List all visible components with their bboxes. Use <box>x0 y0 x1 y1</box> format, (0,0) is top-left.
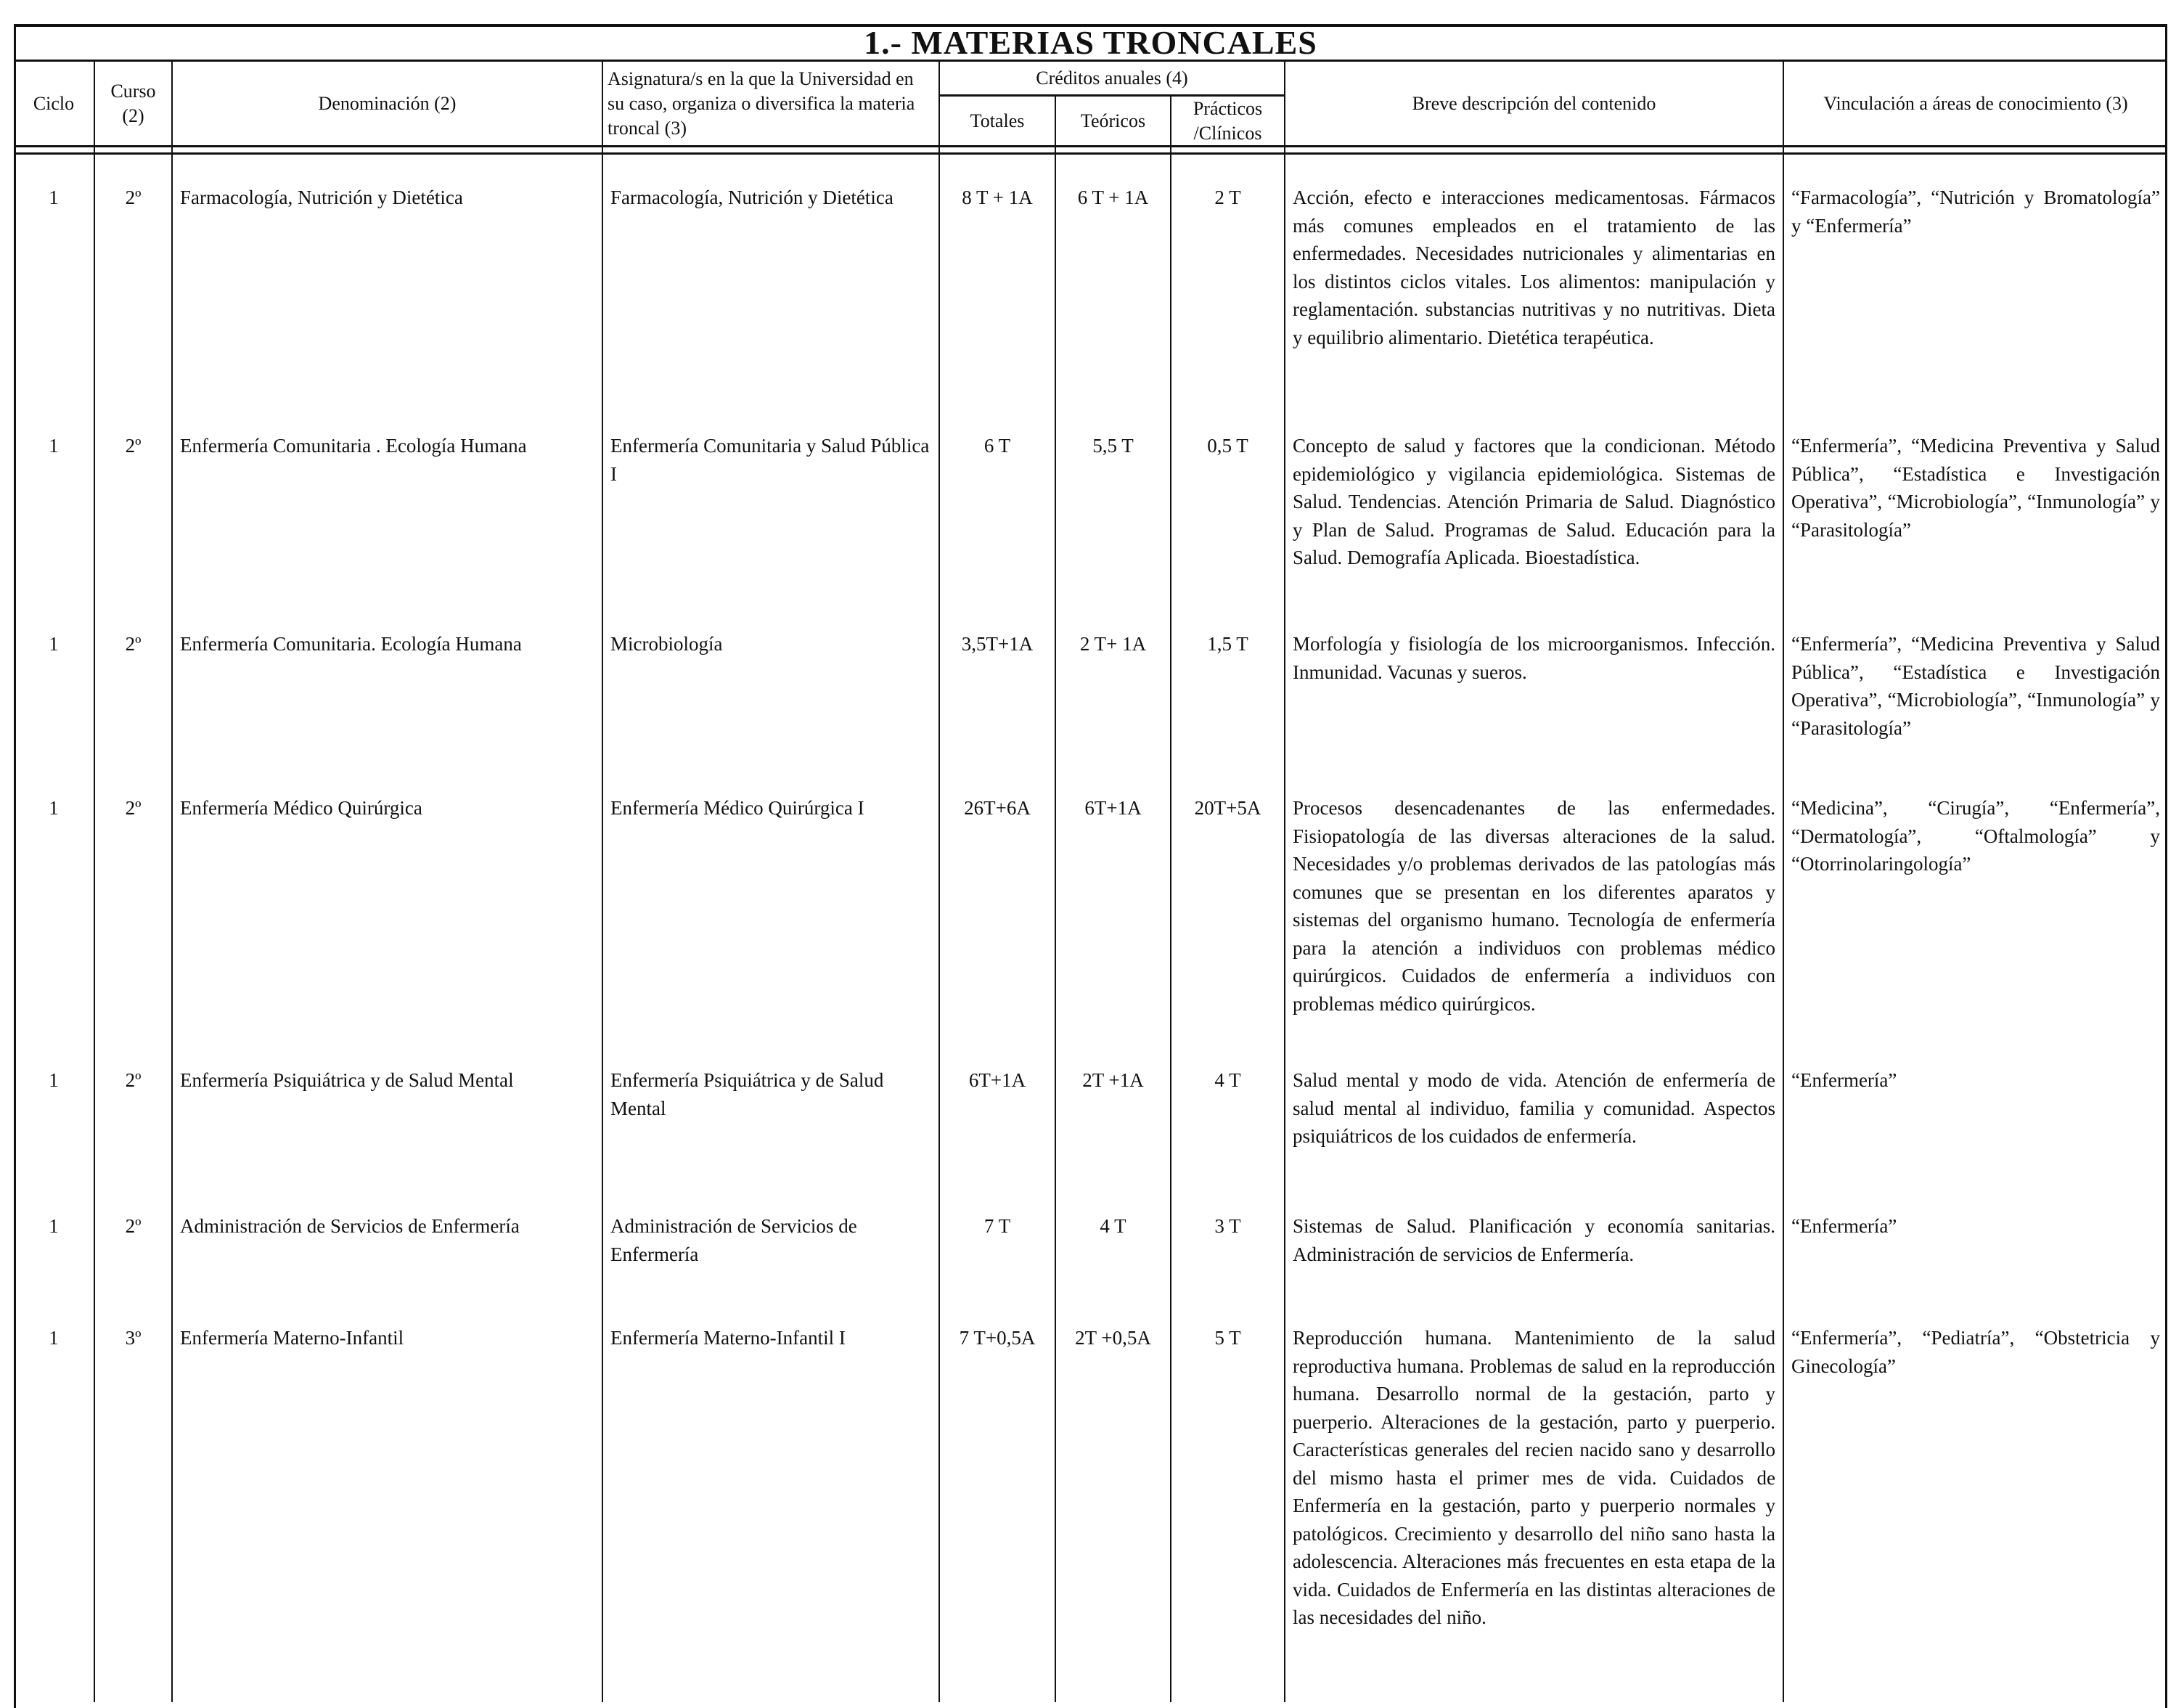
cell-curso: 2º <box>125 187 142 208</box>
creditos-divider <box>938 94 1284 97</box>
header-vinculacion: Vinculación a áreas de conocimiento (3) <box>1823 92 2128 114</box>
cell-totales: 26T+6A <box>964 797 1031 819</box>
cell-practicos: 0,5 T <box>1207 435 1248 457</box>
cell-ciclo: 1 <box>49 1327 59 1349</box>
header-divider <box>14 152 2167 155</box>
cell-totales: 6T+1A <box>968 1069 1026 1091</box>
cell-descripcion: Morfología y fisiología de los microorga… <box>1293 633 1775 683</box>
header-divider <box>14 145 2167 147</box>
cell-curso: 2º <box>125 1069 142 1091</box>
cell-practicos: 20T+5A <box>1194 797 1261 819</box>
cell-asignatura: Microbiología <box>610 633 723 655</box>
cell-teoricos: 4 T <box>1100 1215 1126 1237</box>
cell-practicos: 2 T <box>1214 187 1241 208</box>
cell-asignatura: Enfermería Psiquiátrica y de Salud Menta… <box>610 1069 884 1119</box>
cell-asignatura: Farmacología, Nutrición y Dietética <box>610 187 893 208</box>
cell-denominacion: Enfermería Materno-Infantil <box>180 1327 404 1349</box>
cell-teoricos: 5,5 T <box>1092 435 1134 457</box>
cell-descripcion: Acción, efecto e interacciones medicamen… <box>1293 187 1775 348</box>
cell-curso: 2º <box>125 435 142 457</box>
cell-totales: 3,5T+1A <box>961 633 1034 655</box>
cell-practicos: 1,5 T <box>1207 633 1248 655</box>
cell-totales: 6 T <box>983 435 1011 457</box>
cell-descripcion: Concepto de salud y factores que la cond… <box>1293 435 1775 568</box>
cell-denominacion: Enfermería Psiquiátrica y de Salud Menta… <box>180 1069 514 1091</box>
cell-totales: 8 T + 1A <box>962 187 1033 208</box>
cell-descripcion: Procesos desencadenantes de las enfermed… <box>1293 797 1775 1015</box>
header-practicos: Prácticos /Clínicos <box>1193 97 1263 144</box>
cell-descripcion: Salud mental y modo de vida. Atención de… <box>1293 1069 1775 1147</box>
cell-curso: 2º <box>125 633 142 655</box>
cell-denominacion: Farmacología, Nutrición y Dietética <box>180 187 463 208</box>
cell-ciclo: 1 <box>49 435 59 457</box>
column-divider <box>1284 62 1285 1702</box>
cell-curso: 2º <box>125 1215 142 1237</box>
cell-practicos: 3 T <box>1214 1215 1241 1237</box>
cell-teoricos: 2 T+ 1A <box>1079 633 1147 655</box>
header-ciclo: Ciclo <box>33 92 75 114</box>
cell-denominacion: Enfermería Médico Quirúrgica <box>180 797 422 819</box>
column-divider <box>602 62 603 1702</box>
cell-totales: 7 T <box>983 1215 1011 1237</box>
cell-vinculacion: “Farmacología”, “Nutrición y Bromatologí… <box>1791 187 2160 237</box>
cell-curso: 3º <box>125 1327 142 1349</box>
cell-totales: 7 T+0,5A <box>959 1327 1036 1349</box>
cell-asignatura: Enfermería Comunitaria y Salud Pública I <box>610 435 930 485</box>
cell-asignatura: Administración de Servicios de Enfermerí… <box>610 1215 857 1265</box>
cell-ciclo: 1 <box>49 633 59 655</box>
column-divider <box>1055 94 1056 1702</box>
column-divider <box>938 62 940 1702</box>
cell-vinculacion: “Enfermería” <box>1791 1069 1897 1091</box>
table-frame <box>14 24 2167 1708</box>
cell-denominacion: Enfermería Comunitaria. Ecología Humana <box>180 633 522 655</box>
cell-vinculacion: “Medicina”, “Cirugía”, “Enfermería”, “De… <box>1791 797 2160 875</box>
cell-teoricos: 2T +0,5A <box>1075 1327 1151 1349</box>
column-divider <box>171 62 173 1702</box>
column-divider <box>1170 94 1171 1702</box>
header-totales: Totales <box>970 110 1025 131</box>
cell-practicos: 4 T <box>1214 1069 1241 1091</box>
header-asignatura: Asignatura/s en la que la Universidad en… <box>608 68 915 139</box>
cell-ciclo: 1 <box>49 1215 59 1237</box>
cell-curso: 2º <box>125 797 142 819</box>
cell-practicos: 5 T <box>1214 1327 1241 1349</box>
cell-teoricos: 6 T + 1A <box>1077 187 1149 208</box>
header-curso: Curso (2) <box>110 80 156 126</box>
cell-denominacion: Enfermería Comunitaria . Ecología Humana <box>180 435 527 457</box>
column-divider <box>1783 62 1784 1702</box>
page-title: 1.- MATERIAS TRONCALES <box>14 24 2167 62</box>
cell-teoricos: 2T +1A <box>1082 1069 1144 1091</box>
header-teoricos: Teóricos <box>1080 110 1146 131</box>
cell-denominacion: Administración de Servicios de Enfermerí… <box>180 1215 520 1237</box>
cell-vinculacion: “Enfermería”, “Medicina Preventiva y Sal… <box>1791 435 2160 541</box>
header-creditos: Créditos anuales (4) <box>1036 67 1188 89</box>
cell-ciclo: 1 <box>49 1069 59 1091</box>
cell-vinculacion: “Enfermería”, “Pediatría”, “Obstetricia … <box>1791 1327 2160 1377</box>
cell-ciclo: 1 <box>49 187 59 208</box>
cell-descripcion: Sistemas de Salud. Planificación y econo… <box>1293 1215 1775 1265</box>
cell-teoricos: 6T+1A <box>1084 797 1142 819</box>
header-denominacion: Denominación (2) <box>318 92 457 114</box>
cell-vinculacion: “Enfermería”, “Medicina Preventiva y Sal… <box>1791 633 2160 739</box>
cell-ciclo: 1 <box>49 797 59 819</box>
column-divider <box>94 62 95 1702</box>
header-descripcion: Breve descripción del contenido <box>1412 92 1656 114</box>
cell-descripcion: Reproducción humana. Mantenimiento de la… <box>1293 1327 1775 1628</box>
cell-asignatura: Enfermería Materno-Infantil I <box>610 1327 846 1349</box>
cell-vinculacion: “Enfermería” <box>1791 1215 1897 1237</box>
cell-asignatura: Enfermería Médico Quirúrgica I <box>610 797 864 819</box>
